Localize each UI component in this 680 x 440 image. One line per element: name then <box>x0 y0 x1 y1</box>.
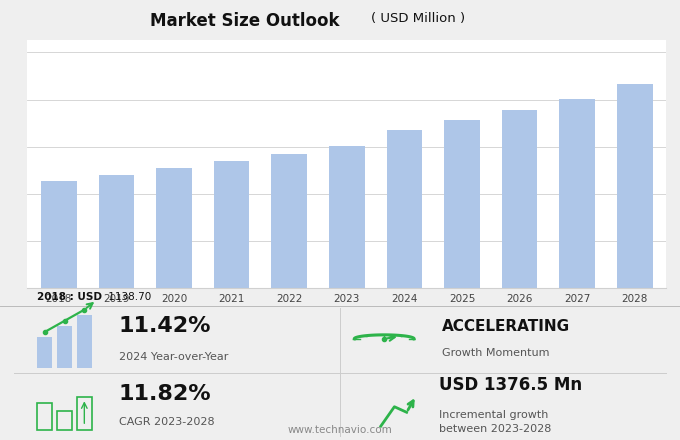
FancyBboxPatch shape <box>37 337 52 368</box>
FancyBboxPatch shape <box>57 326 72 368</box>
Bar <box>156 169 192 288</box>
Text: 11.42%: 11.42% <box>119 316 211 336</box>
Text: 11.82%: 11.82% <box>119 384 211 404</box>
Bar <box>444 120 480 288</box>
Bar <box>386 129 422 288</box>
Text: 1138.70: 1138.70 <box>105 292 152 302</box>
Bar <box>559 99 595 288</box>
Text: www.technavio.com: www.technavio.com <box>288 425 392 435</box>
Bar <box>41 181 77 288</box>
Bar <box>214 161 250 288</box>
Bar <box>329 146 364 288</box>
Text: Incremental growth
between 2023-2028: Incremental growth between 2023-2028 <box>439 410 551 433</box>
Text: Growth Momentum: Growth Momentum <box>442 348 549 358</box>
Bar <box>271 154 307 288</box>
Text: 2024 Year-over-Year: 2024 Year-over-Year <box>119 352 228 362</box>
Text: ( USD Million ): ( USD Million ) <box>371 12 465 26</box>
FancyBboxPatch shape <box>77 315 92 368</box>
Text: Market Size Outlook: Market Size Outlook <box>150 12 339 30</box>
Text: CAGR 2023-2028: CAGR 2023-2028 <box>119 417 215 427</box>
Bar <box>502 110 537 288</box>
Bar <box>99 175 135 288</box>
Text: 2018 : USD: 2018 : USD <box>37 292 103 302</box>
Bar <box>617 84 653 288</box>
Text: ACCELERATING: ACCELERATING <box>442 319 570 334</box>
Text: USD 1376.5 Mn: USD 1376.5 Mn <box>439 376 581 393</box>
